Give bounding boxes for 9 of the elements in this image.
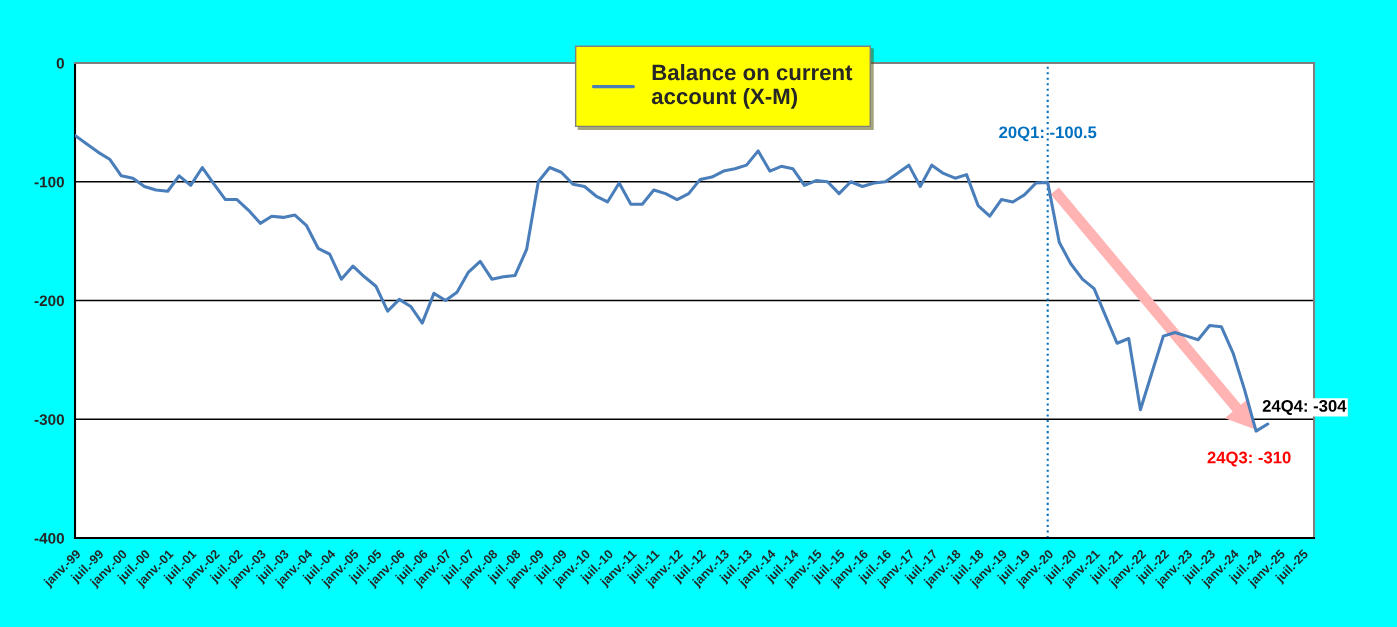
y-tick-label: -200 [34,295,64,307]
annotation: 24Q4: -304 [1262,400,1347,415]
y-tick-label: -400 [34,532,64,544]
y-tick-label: -100 [34,176,64,188]
legend-label: Balance on current account (X-M) [651,64,853,109]
y-tick-label: 0 [56,57,64,69]
y-tick-label: -300 [34,414,64,425]
annotation: 24Q3: -310 [1207,451,1291,467]
annotation: 20Q1: -100.5 [999,126,1097,142]
